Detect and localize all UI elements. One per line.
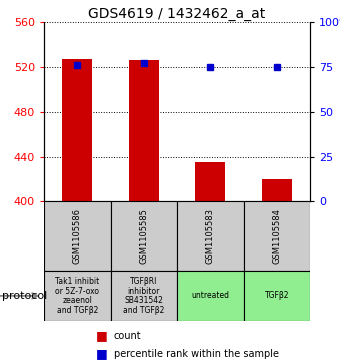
Bar [129, 60, 159, 201]
Bar [110, 271, 177, 321]
Bar [110, 201, 177, 271]
Bar [243, 201, 310, 271]
Bar [177, 271, 243, 321]
Bar [44, 271, 110, 321]
Text: TGFβ2: TGFβ2 [265, 291, 289, 301]
Bar [195, 162, 225, 201]
Text: Tak1 inhibit
or 5Z-7-oxo
zeaenol
and TGFβ2: Tak1 inhibit or 5Z-7-oxo zeaenol and TGF… [55, 277, 99, 315]
Text: ■: ■ [96, 347, 108, 360]
Bar [44, 201, 110, 271]
Text: GSM1105586: GSM1105586 [73, 208, 82, 264]
Text: ■: ■ [96, 329, 108, 342]
Text: TGFβRI
inhibitor
SB431542
and TGFβ2: TGFβRI inhibitor SB431542 and TGFβ2 [123, 277, 165, 315]
Text: GSM1105585: GSM1105585 [139, 208, 148, 264]
Text: count: count [114, 331, 141, 341]
Text: protocol: protocol [2, 291, 47, 301]
Title: GDS4619 / 1432462_a_at: GDS4619 / 1432462_a_at [88, 7, 266, 21]
Text: untreated: untreated [191, 291, 229, 301]
Bar [243, 271, 310, 321]
Bar [62, 59, 92, 201]
Bar [262, 179, 292, 201]
Bar [177, 201, 243, 271]
Text: GSM1105584: GSM1105584 [272, 208, 281, 264]
Text: percentile rank within the sample: percentile rank within the sample [114, 349, 279, 359]
Text: GSM1105583: GSM1105583 [206, 208, 215, 264]
